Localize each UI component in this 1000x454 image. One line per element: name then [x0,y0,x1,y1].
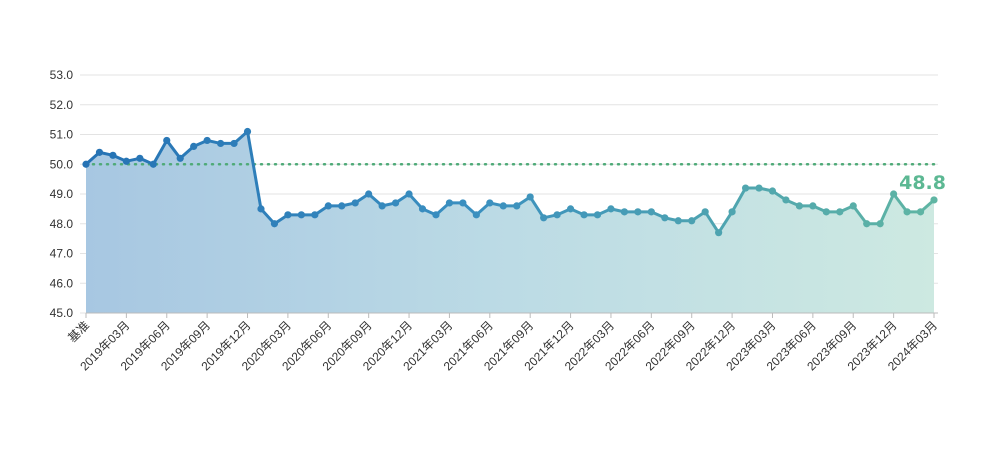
data-point [903,208,911,216]
data-point [755,184,763,192]
data-point [513,202,521,210]
data-point [338,202,346,210]
data-point [445,199,454,207]
data-point [768,187,777,195]
data-point [620,208,629,216]
data-point [863,220,871,228]
y-tick-label: 48.0 [50,217,74,231]
data-point [553,211,561,219]
data-point [95,148,104,156]
data-point [176,154,184,162]
area-fill [86,131,934,313]
y-tick-label: 50.0 [50,157,74,171]
axes [85,312,938,318]
data-point [540,214,548,222]
data-point [634,208,642,216]
data-point [930,196,938,204]
data-point [311,211,319,219]
data-point [593,211,602,219]
data-point [741,184,750,192]
data-point [230,139,238,148]
data-point [391,199,400,207]
y-tick-label: 53.0 [50,68,74,82]
data-point [809,202,817,210]
data-point [203,136,211,145]
data-point [486,199,494,207]
data-point [849,202,857,210]
data-point [890,190,898,198]
series-line [85,130,935,235]
series-polyline [85,130,935,235]
data-point [82,160,90,168]
data-point [217,139,225,148]
data-point [661,214,669,222]
y-tick-label: 52.0 [50,98,74,112]
data-point [728,208,736,216]
y-tick-label: 47.0 [50,247,74,261]
data-point [688,217,696,225]
data-point [499,202,507,210]
data-point [405,190,413,198]
data-point [876,220,884,228]
data-point [270,220,279,228]
data-point [701,208,709,216]
data-point [122,157,130,165]
data-point [459,199,467,207]
data-point [647,208,655,216]
data-point [297,211,305,219]
data-point [284,211,292,219]
data-point [795,202,803,210]
data-point [163,136,171,145]
data-point [257,205,265,213]
x-tick-labels: 基准2019年03月2019年06月2019年09月2019年12月2020年0… [65,318,940,373]
data-point [418,205,427,213]
data-points [82,127,938,237]
data-point [607,205,615,213]
data-point [190,142,198,150]
area-fill-path [86,131,934,313]
y-tick-label: 51.0 [50,128,74,142]
data-point [566,205,575,213]
y-tick-label: 45.0 [50,306,74,320]
data-point [674,217,682,225]
y-tick-labels: 45.0 46.0 47.0 48.0 49.0 50.0 51.0 52.0 53.0 [50,68,74,320]
data-point [243,127,252,136]
data-point [149,160,157,168]
data-point [432,211,440,219]
data-point [782,196,790,204]
y-tick-label: 49.0 [50,187,74,201]
last-value-label: 48.8 [899,172,946,194]
data-point [715,229,723,237]
data-point [822,208,830,216]
data-point [351,199,359,207]
data-point [324,202,332,210]
data-point [472,211,480,219]
data-point [836,208,844,216]
data-point [365,190,373,198]
data-point [136,154,144,162]
data-point [916,208,925,216]
data-point [526,193,534,201]
x-tick-label: 基准 [65,318,92,345]
y-tick-label: 46.0 [50,276,74,290]
data-point [109,151,117,159]
data-point [378,202,386,210]
data-point [580,211,588,219]
